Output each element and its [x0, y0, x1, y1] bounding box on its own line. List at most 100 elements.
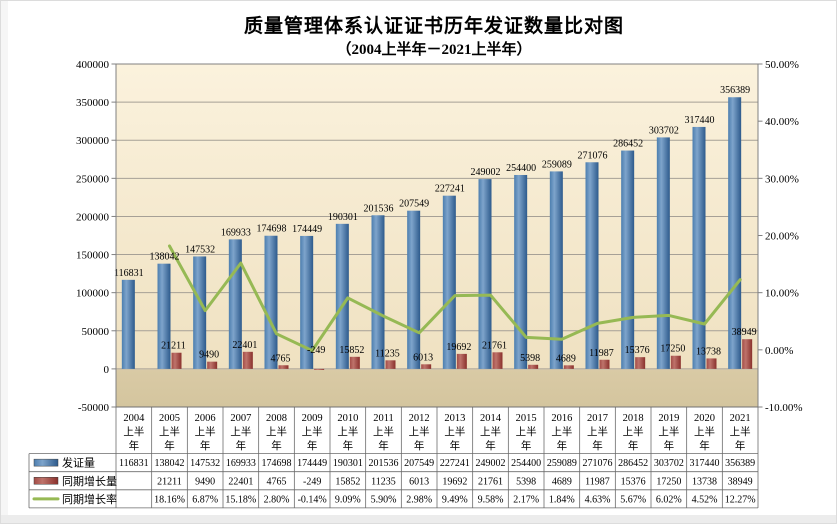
chart-title: 质量管理体系认证证书历年发证数量比对图	[243, 16, 624, 37]
rate-cell: 9.49%	[442, 494, 468, 505]
issued-bar-label: 249002	[471, 167, 501, 178]
issued-cell: 356389	[725, 458, 755, 469]
growth-bar-label: 15376	[625, 345, 650, 356]
growth-bar-label: 17250	[660, 344, 685, 355]
growth-bar	[742, 339, 753, 369]
growth-bar-label: 38949	[732, 327, 757, 338]
issued-bar	[478, 179, 492, 369]
growth-cell: 4765	[267, 476, 287, 487]
growth-bar	[314, 368, 325, 370]
growth-bar	[385, 360, 396, 369]
page-bottom-margin	[1, 515, 836, 523]
issued-cell: 147532	[190, 458, 220, 469]
growth-bar-label: 4765	[271, 353, 291, 364]
issued-bar	[549, 171, 563, 369]
year-header-cell: 2013 上半年	[444, 413, 465, 452]
issued-bar-label: 254400	[506, 163, 536, 174]
issued-bar	[442, 195, 456, 369]
chart-data-table: 2004 上半年 2005 上半年 2006 上半年 2007 上半年 2008 上半年 2009 上…	[28, 406, 759, 509]
left-axis-label: 400000	[76, 59, 110, 71]
issued-bar-label: 303702	[649, 125, 679, 136]
growth-bar	[670, 355, 681, 369]
issued-cell: 174449	[297, 458, 327, 469]
growth-cell: 11235	[371, 476, 396, 487]
issued-cell: 317440	[690, 458, 720, 469]
growth-cell: 9490	[195, 476, 215, 487]
growth-bar	[349, 356, 360, 369]
year-header-cell: 2012 上半年	[409, 413, 430, 452]
rate-cell: 9.58%	[478, 494, 504, 505]
growth-cell: 11987	[585, 476, 610, 487]
growth-bar-label: 5398	[520, 353, 540, 364]
growth-cell: 13738	[692, 476, 717, 487]
growth-bar	[706, 358, 717, 369]
issued-bar-label: 147532	[185, 244, 215, 255]
issued-bar-label: 227241	[435, 184, 465, 195]
rate-cell: 2.98%	[406, 494, 432, 505]
issued-cell: 169933	[226, 458, 256, 469]
growth-cell: 6013	[409, 476, 429, 487]
issued-cell: 259089	[547, 458, 577, 469]
issued-bar	[228, 239, 242, 369]
issued-bar	[300, 235, 314, 369]
left-axis-label: 50000	[82, 326, 110, 338]
growth-bar	[207, 361, 218, 369]
growth-bar	[421, 364, 432, 369]
growth-bar-label: 4689	[556, 353, 576, 364]
growth-bar	[242, 351, 253, 369]
rate-cell: 5.90%	[371, 494, 397, 505]
issued-cell: 116831	[119, 458, 149, 469]
legend-swatch-growth	[33, 477, 59, 485]
rate-cell: 1.84%	[549, 494, 575, 505]
issued-cell: 201536	[369, 458, 399, 469]
issued-bar	[656, 137, 670, 369]
right-axis-label: 20.00%	[765, 231, 799, 243]
issued-bar	[121, 279, 135, 369]
year-header-cell: 2021 上半年	[730, 413, 751, 452]
issued-bar	[193, 256, 207, 369]
growth-bar-label: -249	[307, 345, 325, 356]
right-axis-label: 40.00%	[765, 116, 799, 128]
left-axis-label: 250000	[76, 173, 110, 185]
page-left-margin	[1, 1, 8, 523]
growth-bar	[599, 359, 610, 369]
issued-bar-label: 169933	[221, 227, 251, 238]
growth-cell: 19692	[442, 476, 467, 487]
year-header-cell: 2011 上半年	[373, 413, 394, 452]
growth-cell: 4689	[552, 476, 572, 487]
growth-bar	[456, 353, 467, 369]
growth-bar-label: 13738	[696, 346, 721, 357]
issued-bar	[621, 150, 635, 369]
growth-cell: 38949	[728, 476, 753, 487]
year-header-cell: 2005 上半年	[159, 413, 180, 452]
growth-cell: 21761	[478, 476, 503, 487]
issued-bar	[728, 97, 742, 369]
rate-cell: 18.16%	[154, 494, 185, 505]
issued-cell: 190301	[333, 458, 363, 469]
year-header-cell: 2007 上半年	[230, 413, 251, 452]
issued-bar	[407, 210, 421, 369]
year-header-cell: 2004 上半年	[123, 413, 145, 452]
right-axis-label: 50.00%	[765, 59, 799, 71]
issued-cell: 271076	[583, 458, 613, 469]
rate-cell: 15.18%	[225, 494, 256, 505]
growth-rate-line	[168, 244, 742, 353]
issued-bar-label: 201536	[364, 203, 394, 214]
growth-cell: 21211	[157, 476, 182, 487]
issued-bar	[514, 174, 528, 369]
issued-bar-label: 207549	[399, 199, 429, 210]
growth-bar-label: 11987	[589, 348, 614, 359]
growth-bar	[528, 364, 539, 369]
rate-cell: 2.17%	[513, 494, 539, 505]
rate-cell: 5.67%	[620, 494, 646, 505]
issued-bar	[157, 263, 171, 369]
rate-cell: 6.87%	[192, 494, 218, 505]
growth-bar-label: 9490	[199, 350, 219, 361]
year-header-cell: 2017 上半年	[587, 413, 608, 452]
right-axis-label: 0.00%	[765, 345, 793, 357]
issued-bar-label: 259089	[542, 159, 572, 170]
issued-cell: 254400	[511, 458, 541, 469]
rate-cell: 4.52%	[692, 494, 718, 505]
issued-bar-label: 116831	[114, 268, 144, 279]
